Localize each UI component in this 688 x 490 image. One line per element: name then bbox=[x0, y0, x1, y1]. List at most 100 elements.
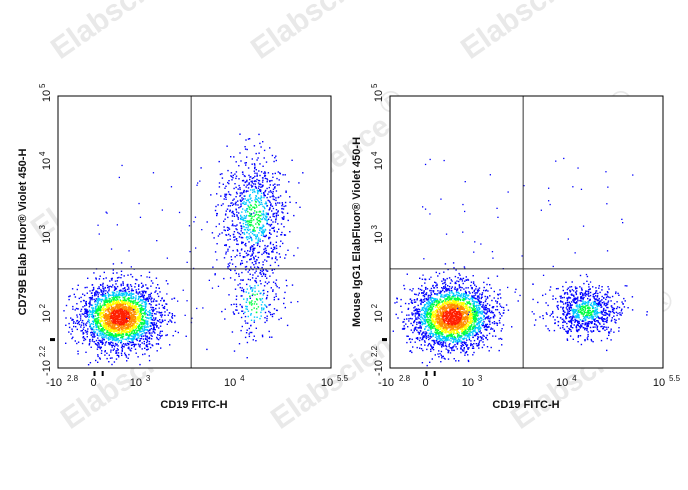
event-dot bbox=[274, 157, 276, 159]
event-dot bbox=[256, 172, 258, 174]
event-dot bbox=[243, 201, 245, 203]
event-dot bbox=[442, 300, 444, 302]
event-dot bbox=[282, 212, 284, 214]
event-dot bbox=[470, 322, 473, 324]
event-dot bbox=[241, 325, 243, 328]
event-dot bbox=[477, 312, 480, 314]
event-dot bbox=[468, 347, 470, 349]
event-dot bbox=[132, 297, 134, 300]
event-dot bbox=[151, 308, 153, 311]
y-tick: 104 bbox=[38, 151, 53, 170]
event-dot bbox=[236, 243, 238, 245]
event-dot bbox=[247, 167, 250, 169]
event-dot bbox=[252, 256, 255, 258]
event-dot bbox=[254, 247, 256, 249]
event-dot bbox=[233, 213, 236, 216]
event-dot bbox=[118, 356, 120, 358]
event-dot bbox=[259, 227, 262, 229]
event-dot bbox=[471, 318, 473, 320]
event-dot bbox=[256, 234, 258, 236]
event-dot bbox=[226, 208, 229, 210]
event-dot bbox=[465, 310, 467, 312]
event-dot bbox=[126, 331, 128, 333]
event-dot bbox=[91, 297, 93, 300]
event-dot bbox=[439, 342, 442, 344]
event-dot bbox=[442, 342, 444, 344]
event-dot bbox=[228, 180, 230, 182]
event-dot bbox=[238, 207, 240, 209]
event-dot bbox=[416, 321, 418, 324]
event-dot bbox=[113, 300, 115, 303]
event-dot bbox=[132, 333, 135, 335]
event-dot bbox=[140, 319, 142, 321]
event-dot bbox=[272, 290, 274, 292]
event-dot bbox=[269, 201, 271, 203]
event-dot bbox=[116, 224, 118, 226]
x-axis-label: CD19 FITC-H bbox=[160, 399, 227, 411]
event-dot bbox=[113, 326, 116, 328]
event-dot bbox=[239, 192, 241, 194]
event-dot bbox=[255, 340, 257, 342]
event-dot bbox=[89, 362, 92, 364]
event-dot bbox=[466, 297, 468, 299]
event-dot bbox=[252, 250, 254, 253]
event-dot bbox=[402, 321, 404, 323]
event-dot bbox=[242, 171, 244, 173]
event-dot bbox=[427, 294, 430, 297]
event-dot bbox=[260, 189, 262, 191]
event-dot bbox=[239, 252, 241, 255]
event-dot bbox=[107, 303, 110, 305]
event-dot bbox=[76, 303, 78, 305]
event-dot bbox=[145, 284, 147, 286]
event-dot bbox=[147, 320, 149, 322]
event-dot bbox=[111, 306, 113, 309]
event-dot bbox=[159, 330, 162, 333]
y-tick: 103 bbox=[38, 224, 53, 243]
event-dot bbox=[143, 308, 145, 311]
event-dot bbox=[126, 319, 128, 322]
event-dot bbox=[474, 313, 476, 315]
event-dot bbox=[206, 348, 208, 351]
event-dot bbox=[92, 316, 95, 318]
event-dot bbox=[465, 292, 467, 295]
event-dot bbox=[115, 288, 118, 290]
event-dot bbox=[137, 343, 140, 345]
event-dot bbox=[234, 202, 237, 205]
event-dot bbox=[97, 302, 99, 305]
event-dot bbox=[252, 191, 254, 194]
event-dot bbox=[106, 319, 108, 321]
event-dot bbox=[264, 207, 266, 210]
event-dot bbox=[275, 295, 277, 297]
event-dot bbox=[481, 324, 483, 326]
event-dot bbox=[106, 352, 108, 354]
event-dot bbox=[132, 305, 134, 308]
event-dot bbox=[82, 322, 85, 325]
event-dot bbox=[156, 311, 158, 313]
event-dot bbox=[253, 321, 255, 323]
event-dot bbox=[255, 201, 257, 203]
event-dot bbox=[121, 301, 124, 304]
event-dot bbox=[270, 203, 272, 205]
event-dot bbox=[112, 312, 114, 314]
event-dot bbox=[117, 345, 119, 347]
event-dot bbox=[274, 221, 277, 223]
event-dot bbox=[126, 285, 129, 287]
event-dot bbox=[123, 346, 125, 348]
event-dot bbox=[95, 320, 97, 322]
event-dot bbox=[297, 301, 299, 303]
event-dot bbox=[448, 332, 450, 334]
event-dot bbox=[466, 301, 468, 303]
event-dot bbox=[139, 331, 141, 333]
event-dot bbox=[122, 307, 124, 309]
event-dot bbox=[124, 302, 126, 304]
event-dot bbox=[134, 318, 136, 320]
event-dot bbox=[115, 358, 118, 360]
event-dot bbox=[131, 314, 133, 316]
event-dot bbox=[97, 342, 99, 344]
event-dot bbox=[255, 213, 257, 216]
event-dot bbox=[110, 312, 112, 314]
event-dot bbox=[144, 301, 146, 304]
event-dot bbox=[246, 283, 248, 286]
event-dot bbox=[171, 317, 174, 319]
